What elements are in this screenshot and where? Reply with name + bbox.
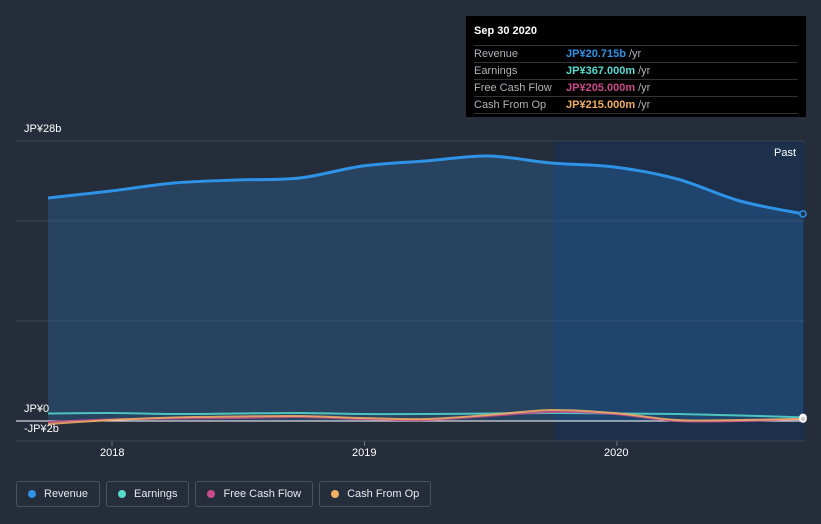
legend-dot-icon — [331, 490, 340, 498]
legend-label: Revenue — [44, 488, 89, 500]
legend-dot-icon — [28, 490, 36, 498]
tooltip: Sep 30 2020 Revenue JP¥20.715b /yr Earni… — [466, 16, 806, 117]
y-tick-label-bottom: -JP¥2b — [24, 423, 59, 435]
y-tick-label-top: JP¥28b — [24, 123, 62, 135]
y-tick-label-zero: JP¥0 — [24, 403, 50, 415]
end-marker-cash-from-op — [799, 415, 807, 423]
tooltip-unit: /yr — [628, 48, 642, 60]
series-line-earnings — [47, 411, 804, 419]
x-tick-label-2020: 2020 — [604, 447, 629, 459]
tooltip-unit: /yr — [638, 82, 651, 94]
legend-item-free-cash-flow[interactable]: Free Cash Flow — [195, 481, 314, 507]
series-line-cash-from-op — [47, 408, 804, 425]
legend-dot-icon — [118, 490, 127, 498]
tooltip-row-free-cash-flow: Free Cash Flow JP¥205.000m /yr — [474, 80, 798, 97]
tooltip-value: JP¥205.000m — [566, 82, 636, 94]
legend-item-cash-from-op[interactable]: Cash From Op — [319, 481, 432, 507]
tooltip-row-earnings: Earnings JP¥367.000m /yr — [474, 63, 798, 80]
legend-label: Cash From Op — [347, 488, 420, 500]
legend-label: Free Cash Flow — [223, 488, 302, 500]
gridlines — [16, 140, 805, 442]
tooltip-row-revenue: Revenue JP¥20.715b /yr — [474, 46, 798, 63]
tooltip-unit: /yr — [638, 65, 651, 77]
tooltip-value: JP¥367.000m — [566, 65, 636, 77]
legend-dot-icon — [207, 490, 216, 498]
legend-label: Earnings — [134, 488, 178, 500]
tooltip-row-cash-from-op: Cash From Op JP¥215.000m /yr — [474, 97, 798, 114]
tooltip-value: JP¥215.000m — [566, 99, 636, 111]
series-line-revenue — [47, 154, 804, 216]
end-markers — [799, 210, 807, 423]
legend-item-earnings[interactable]: Earnings — [106, 481, 190, 507]
end-marker-revenue — [799, 210, 807, 218]
x-tick-label-2018: 2018 — [100, 447, 125, 459]
tooltip-label: Free Cash Flow — [474, 82, 552, 94]
revenue-area-fill — [48, 155, 803, 422]
past-region-background — [553, 141, 805, 441]
past-label: Past — [774, 147, 797, 159]
series-lines — [47, 154, 804, 425]
x-tick-label-2019: 2019 — [352, 447, 377, 459]
tooltip-label: Cash From Op — [474, 99, 547, 111]
tooltip-date: Sep 30 2020 — [474, 24, 798, 46]
legend-item-revenue[interactable]: Revenue — [16, 481, 101, 507]
tooltip-label: Earnings — [474, 65, 518, 77]
tooltip-value: JP¥20.715b — [566, 48, 626, 60]
tooltip-label: Revenue — [474, 48, 519, 60]
x-axis-ticks — [111, 441, 618, 446]
legend: Revenue Earnings Free Cash Flow Cash Fro… — [16, 481, 432, 507]
tooltip-unit: /yr — [638, 99, 651, 111]
chart-area — [16, 140, 807, 446]
